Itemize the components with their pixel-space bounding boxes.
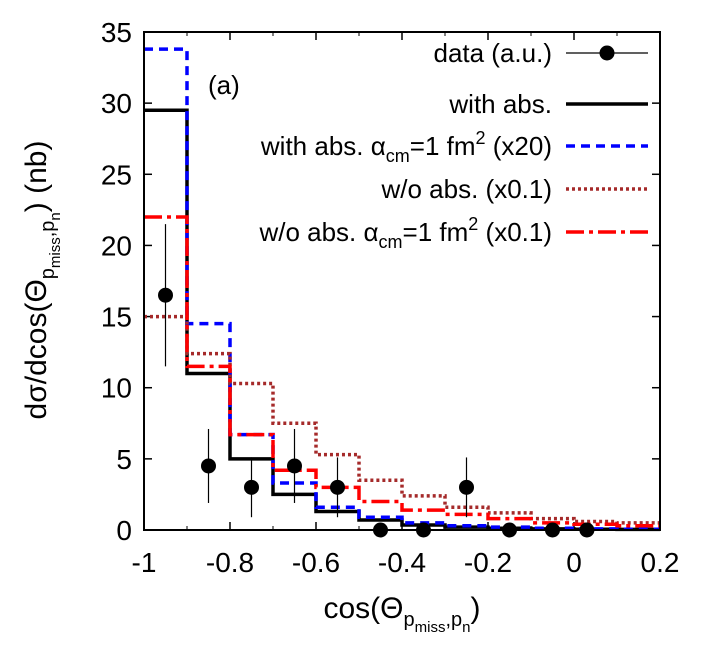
- data-point: [201, 458, 216, 474]
- data-point: [459, 479, 474, 495]
- legend-label: with abs. αcm=1 fm2 (x20): [260, 128, 552, 166]
- data-points-layer: [158, 224, 595, 538]
- legend-label-part: (x0.1): [478, 217, 552, 247]
- data-point: [330, 479, 345, 495]
- step-series-3: [144, 215, 660, 528]
- y-axis-title-close: ) (nb): [20, 141, 53, 213]
- y-tick-label: 35: [101, 17, 132, 48]
- y-axis-title-tail: ,p: [37, 221, 59, 238]
- data-point: [244, 479, 259, 495]
- y-axis-title: dσ/dcos(Θpmiss,pn) (nb): [20, 141, 64, 420]
- legend-label-sup: 2: [468, 214, 478, 234]
- y-axis-title-sub1: p: [37, 268, 59, 279]
- data-point: [287, 458, 302, 474]
- tick-labels: -1 -0.8 -0.6 -0.4 -0.2 0 0.2 0 5 10 15 20 25 30 35: [101, 17, 680, 578]
- x-tick-label: 0.2: [641, 547, 680, 578]
- legend-label-part: w/o abs. α: [258, 217, 378, 247]
- x-tick-label: -1: [132, 547, 157, 578]
- x-tick-label: -0.6: [292, 547, 340, 578]
- y-axis-title-sub2: miss: [47, 237, 64, 268]
- x-axis-title-sub1: p: [404, 609, 415, 631]
- y-tick-label: 0: [116, 515, 132, 546]
- legend-label-sup: 2: [476, 128, 486, 148]
- x-tick-label: 0: [566, 547, 582, 578]
- y-axis-title-sub3: n: [47, 212, 64, 220]
- x-axis-title-base: cos(Θ: [324, 592, 404, 625]
- legend-label-part: =1 fm: [410, 131, 476, 161]
- legend-label-part: with abs. α: [260, 131, 386, 161]
- x-axis-title-tail: ,p: [445, 609, 462, 631]
- y-tick-label: 25: [101, 159, 132, 190]
- y-tick-label: 10: [101, 373, 132, 404]
- legend-sample-point: [599, 45, 615, 61]
- legend-label: with abs.: [448, 89, 552, 119]
- x-axis-title-sub2: miss: [415, 619, 446, 636]
- x-tick-label: -0.8: [206, 547, 254, 578]
- step-series-0: [144, 108, 660, 532]
- legend-label: w/o abs. (x0.1): [380, 174, 552, 204]
- x-axis-title-sub3: n: [462, 619, 470, 636]
- series-layer: [144, 47, 660, 532]
- step-series-2: [144, 314, 660, 525]
- y-tick-label: 20: [101, 230, 132, 261]
- y-tick-label: 5: [116, 444, 132, 475]
- tick-marks: [143, 31, 661, 531]
- data-point: [158, 287, 173, 303]
- x-axis-title-close: ): [471, 592, 481, 625]
- step-series-1: [144, 47, 660, 532]
- legend-label: w/o abs. αcm=1 fm2 (x0.1): [258, 214, 552, 252]
- legend-label-sub: cm: [386, 146, 410, 166]
- legend-label: data (a.u.): [433, 38, 552, 68]
- x-tick-label: -0.4: [378, 547, 426, 578]
- y-tick-label: 15: [101, 302, 132, 333]
- panel-label: (a): [208, 70, 240, 100]
- y-tick-label: 30: [101, 88, 132, 119]
- legend-label-part: (x20): [486, 131, 552, 161]
- legend-label-part: =1 fm: [403, 217, 469, 247]
- x-tick-label: -0.2: [464, 547, 512, 578]
- y-axis-title-base: dσ/dcos(Θ: [20, 279, 53, 419]
- x-axis-title: cos(Θpmiss,pn): [324, 592, 481, 636]
- legend-label-sub: cm: [379, 232, 403, 252]
- plot-frame: [143, 31, 661, 531]
- legend: data (a.u.) with abs. with abs. αcm=1 fm2 …: [258, 38, 648, 252]
